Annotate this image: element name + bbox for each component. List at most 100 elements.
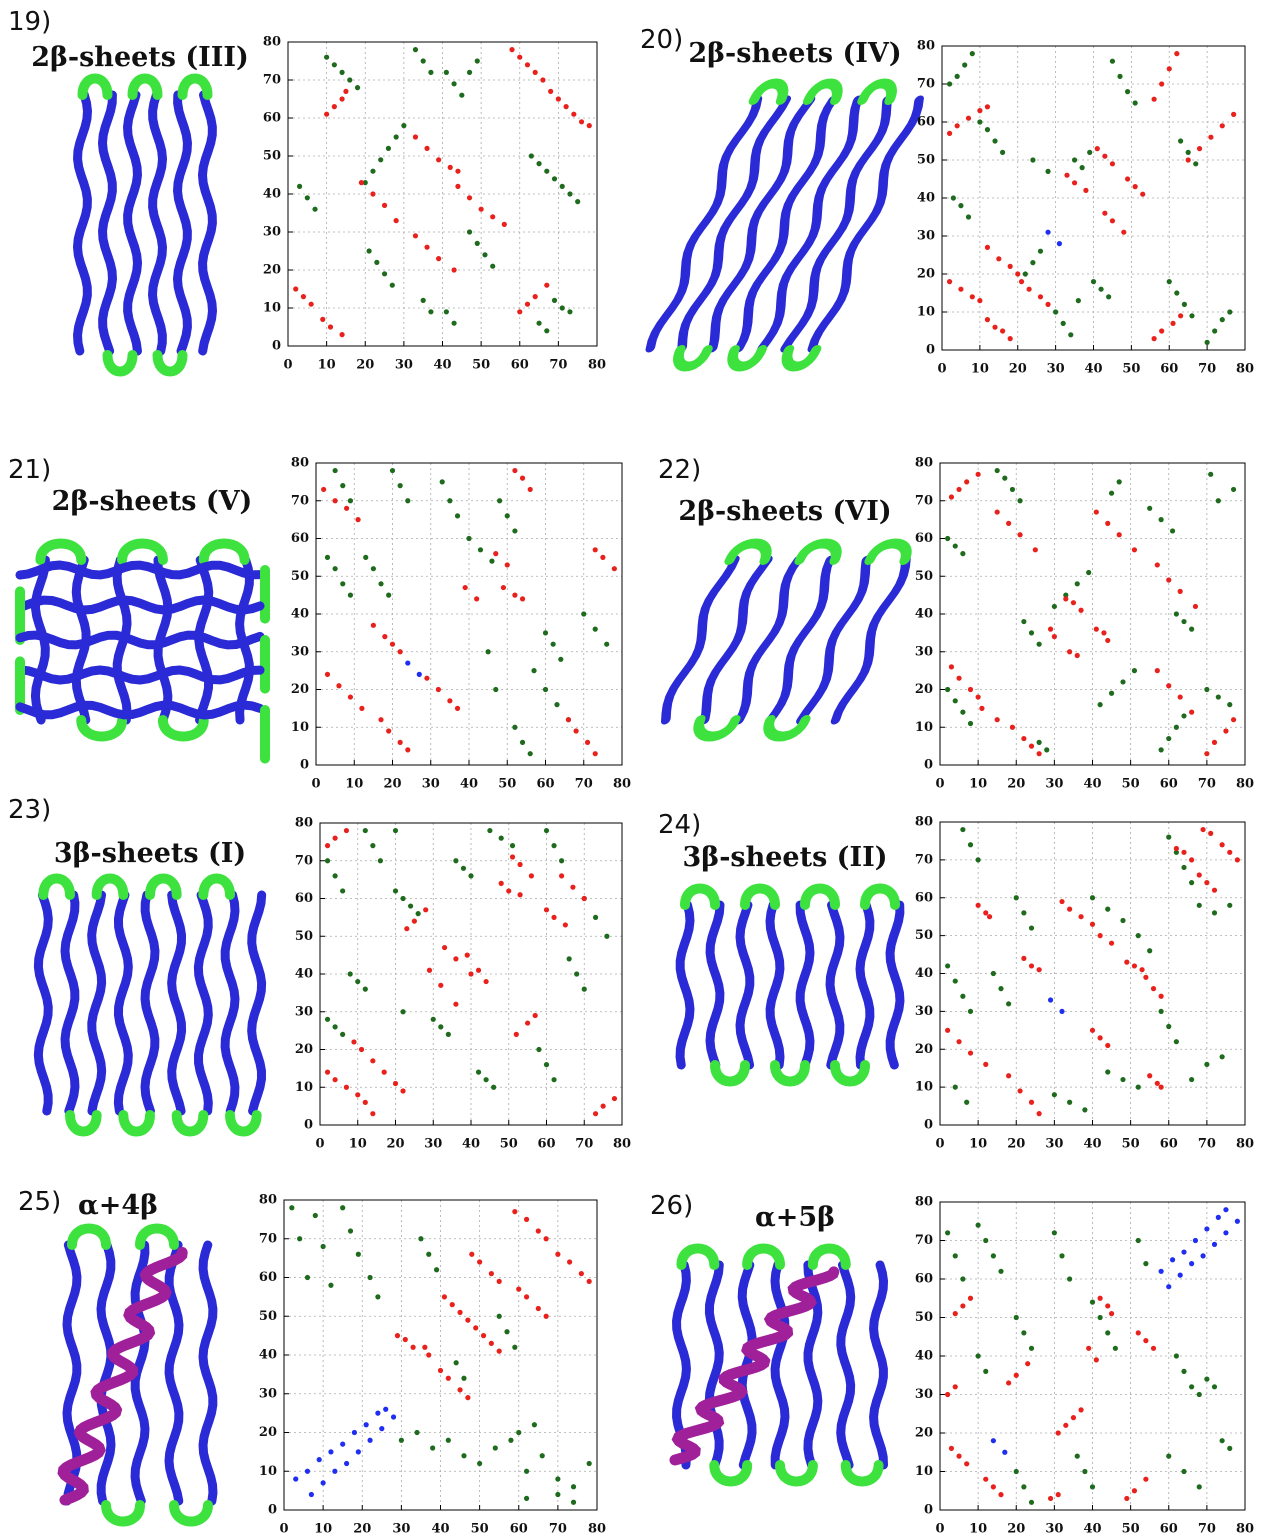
contact-point bbox=[289, 1205, 295, 1211]
contact-point bbox=[490, 263, 496, 269]
x-tick-label: 10 bbox=[969, 777, 987, 792]
x-tick-label: 0 bbox=[935, 777, 944, 792]
contact-point bbox=[952, 978, 958, 984]
protein-structure bbox=[675, 883, 905, 1087]
contact-point bbox=[1007, 263, 1013, 269]
contact-point bbox=[489, 558, 495, 564]
protein-loop bbox=[680, 883, 720, 910]
x-tick-label: 30 bbox=[1047, 362, 1065, 377]
x-tick-label: 0 bbox=[283, 358, 292, 373]
contact-point bbox=[1097, 702, 1103, 708]
contact-point bbox=[400, 895, 406, 902]
contact-point bbox=[436, 256, 442, 262]
contact-point bbox=[542, 630, 549, 636]
y-tick-label: 80 bbox=[915, 815, 933, 830]
x-tick-label: 80 bbox=[613, 777, 631, 792]
contact-point bbox=[1047, 997, 1054, 1003]
contact-point bbox=[519, 739, 526, 745]
contact-point bbox=[412, 233, 419, 239]
contact-point bbox=[509, 843, 516, 849]
contact-point bbox=[382, 634, 388, 640]
contact-point bbox=[592, 547, 598, 553]
contact-point bbox=[1078, 914, 1084, 920]
contact-point bbox=[948, 1445, 955, 1451]
x-tick-label: 30 bbox=[1045, 1137, 1063, 1152]
protein-strand bbox=[855, 900, 875, 1070]
contact-point bbox=[1051, 634, 1057, 640]
plot-frame bbox=[315, 462, 623, 766]
contact-point bbox=[551, 1077, 557, 1083]
contact-point bbox=[1132, 100, 1138, 106]
protein-strand bbox=[735, 900, 755, 1070]
contact-point bbox=[1192, 603, 1199, 610]
contact-point bbox=[389, 467, 396, 474]
y-tick-label: 70 bbox=[291, 493, 309, 508]
contact-point bbox=[381, 271, 388, 277]
y-tick-label: 20 bbox=[291, 682, 309, 697]
contact-point bbox=[1181, 849, 1187, 855]
contact-point bbox=[324, 671, 331, 678]
contact-point bbox=[404, 926, 410, 932]
y-tick-label: 60 bbox=[291, 531, 309, 546]
contact-point bbox=[551, 297, 558, 303]
contact-point bbox=[945, 686, 951, 693]
y-tick-label: 60 bbox=[263, 111, 281, 126]
contact-point bbox=[443, 69, 449, 75]
x-tick-label: 80 bbox=[1236, 777, 1254, 792]
contact-point bbox=[512, 1344, 518, 1350]
x-tick-label: 40 bbox=[1083, 1137, 1101, 1152]
x-tick-label: 10 bbox=[345, 777, 363, 792]
contact-point bbox=[358, 1046, 365, 1053]
contact-point bbox=[428, 69, 434, 75]
contact-point bbox=[324, 858, 331, 864]
contact-point bbox=[1067, 1276, 1073, 1282]
x-tick-label: 30 bbox=[424, 1137, 442, 1152]
contact-point bbox=[548, 88, 554, 94]
contact-point bbox=[1047, 1495, 1054, 1502]
contact-point bbox=[1223, 1230, 1229, 1236]
contact-point bbox=[1234, 857, 1240, 863]
protein-strand bbox=[770, 1260, 790, 1470]
contact-point bbox=[1089, 921, 1096, 927]
contact-point bbox=[1154, 668, 1160, 674]
contact-point bbox=[532, 1012, 538, 1019]
contact-point bbox=[1059, 1008, 1065, 1014]
contact-point bbox=[994, 717, 1000, 723]
y-tick-label: 70 bbox=[259, 1231, 277, 1246]
protein-loop bbox=[102, 350, 138, 377]
x-tick-label: 0 bbox=[935, 1137, 944, 1152]
protein-strand bbox=[734, 95, 838, 353]
contact-point bbox=[475, 1069, 482, 1075]
contact-point bbox=[451, 320, 457, 326]
contact-point bbox=[316, 1457, 322, 1463]
contact-point bbox=[1090, 279, 1097, 285]
contact-point bbox=[1177, 1272, 1183, 1278]
panel-title: α+4β bbox=[78, 1190, 158, 1221]
contact-point bbox=[1089, 895, 1096, 901]
contact-point bbox=[1196, 902, 1202, 908]
x-tick-label: 50 bbox=[1122, 1137, 1140, 1152]
contact-point bbox=[1200, 1253, 1206, 1259]
contact-point bbox=[1150, 986, 1157, 992]
contact-point bbox=[339, 96, 345, 102]
x-tick-label: 0 bbox=[279, 1522, 288, 1536]
plot-frame bbox=[939, 1201, 1246, 1511]
protein-strand bbox=[193, 890, 213, 1116]
contact-point bbox=[420, 58, 426, 64]
contact-point bbox=[565, 717, 572, 723]
contact-point bbox=[960, 709, 966, 715]
contact-point bbox=[293, 1476, 299, 1482]
contact-point bbox=[400, 1088, 406, 1094]
contact-point bbox=[386, 728, 392, 734]
contact-point bbox=[945, 963, 951, 969]
contact-point bbox=[531, 1422, 538, 1428]
contact-point bbox=[1068, 332, 1074, 338]
protein-strand bbox=[164, 1240, 184, 1506]
contact-point bbox=[1196, 146, 1203, 152]
contact-point bbox=[1212, 328, 1218, 334]
protein-strand bbox=[87, 890, 107, 1116]
contact-point bbox=[308, 1491, 314, 1498]
contact-point bbox=[1082, 1468, 1088, 1475]
contact-point bbox=[389, 641, 396, 647]
contact-point bbox=[969, 294, 975, 300]
